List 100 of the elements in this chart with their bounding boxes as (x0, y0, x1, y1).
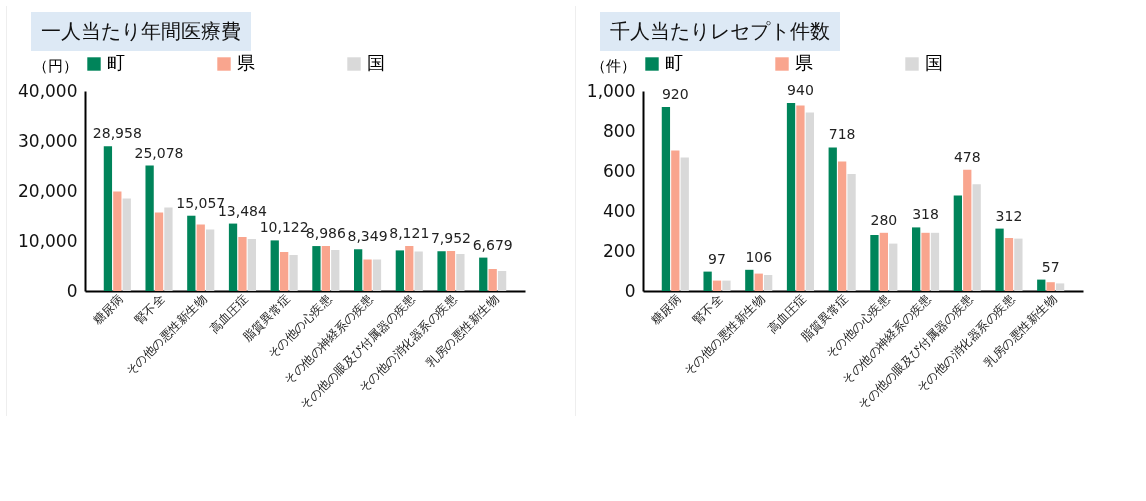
x-tick-label: 腎不全 (690, 292, 726, 328)
bar (372, 259, 382, 291)
data-label: 8,121 (389, 225, 430, 241)
x-tick-label: 糖尿病 (648, 292, 684, 328)
bar (828, 147, 837, 291)
bar (437, 251, 446, 291)
bar (289, 255, 298, 291)
bar (754, 273, 763, 291)
chart-title: 千人当たりレセプト件数 (600, 12, 840, 51)
data-label: 478 (953, 148, 981, 165)
y-axis-title: （件） (590, 56, 636, 75)
bar (1014, 238, 1023, 291)
data-label: 28,958 (92, 125, 142, 142)
bar (414, 251, 423, 291)
y-tick-label: 0 (624, 280, 636, 301)
bar (1037, 279, 1046, 291)
legend-label: 国 (367, 52, 385, 73)
data-label: 312 (995, 207, 1023, 224)
data-label: 97 (708, 250, 726, 267)
data-label: 718 (828, 126, 856, 143)
bar (187, 215, 196, 291)
bar (354, 249, 363, 291)
bar (889, 243, 898, 291)
bar (446, 251, 456, 291)
data-label: 920 (661, 86, 689, 102)
legend-label: 県 (237, 52, 255, 73)
data-label: 8,349 (347, 228, 388, 245)
y-tick-label: 0 (66, 280, 78, 301)
bar (838, 161, 847, 291)
bar (270, 240, 279, 291)
bar (113, 191, 122, 291)
bar (154, 212, 164, 291)
bar (963, 169, 972, 291)
legend-label: 国 (925, 52, 943, 73)
y-tick-label: 1,000 (586, 80, 636, 101)
legend-label: 町 (665, 52, 683, 73)
bar (847, 174, 856, 291)
bar (456, 254, 465, 291)
data-label: 106 (745, 248, 773, 265)
bar (206, 229, 215, 291)
bar (145, 165, 154, 291)
bar (280, 252, 289, 291)
bar (879, 232, 888, 291)
bar (930, 232, 940, 291)
bar (671, 150, 680, 291)
bar (321, 246, 330, 291)
bar (363, 259, 372, 291)
y-tick-label: 200 (603, 240, 636, 261)
bar (912, 227, 921, 291)
bar (1046, 282, 1055, 291)
bar (331, 250, 340, 291)
y-tick-label: 600 (603, 160, 636, 181)
bar (661, 107, 671, 291)
data-label: 25,078 (134, 144, 184, 161)
legend-label: 県 (795, 52, 813, 73)
bar (488, 269, 497, 291)
data-label: 7,952 (430, 230, 472, 246)
bar (405, 246, 414, 291)
chart-title: 一人当たり年間医療費 (31, 12, 251, 51)
bar (712, 280, 722, 291)
bar (796, 105, 805, 291)
bar (1055, 283, 1065, 291)
y-tick-label: 10,000 (18, 230, 78, 251)
bar (164, 207, 173, 291)
bar (479, 257, 488, 291)
bar (995, 228, 1004, 291)
bar (122, 198, 131, 291)
bar (745, 269, 754, 291)
bar (103, 146, 113, 291)
bar (972, 184, 981, 291)
y-tick-label: 30,000 (18, 130, 78, 151)
bar (228, 223, 238, 291)
y-tick-label: 20,000 (18, 180, 78, 201)
bar (805, 112, 814, 291)
y-tick-label: 800 (603, 120, 636, 141)
bar (196, 224, 205, 291)
bar (497, 271, 507, 291)
data-label: 57 (1041, 258, 1060, 275)
bar (247, 239, 256, 291)
bar (870, 235, 879, 291)
bar (312, 246, 321, 291)
bar (1004, 238, 1014, 291)
legend-label: 町 (107, 52, 125, 73)
data-label: 318 (912, 206, 939, 223)
bar (921, 232, 930, 291)
y-tick-label: 400 (603, 200, 636, 221)
bar (786, 103, 796, 291)
bar (722, 280, 731, 291)
data-label: 940 (787, 82, 814, 98)
x-tick-label: 腎不全 (132, 292, 168, 328)
bar (953, 195, 962, 291)
bar (238, 237, 247, 291)
data-label: 280 (870, 211, 898, 228)
y-tick-label: 40,000 (18, 80, 78, 101)
bar (764, 275, 773, 291)
bar (703, 271, 712, 291)
data-label: 6,679 (472, 236, 513, 253)
bar (395, 250, 404, 291)
y-axis-title: （円） (32, 56, 78, 75)
bar (680, 157, 689, 291)
